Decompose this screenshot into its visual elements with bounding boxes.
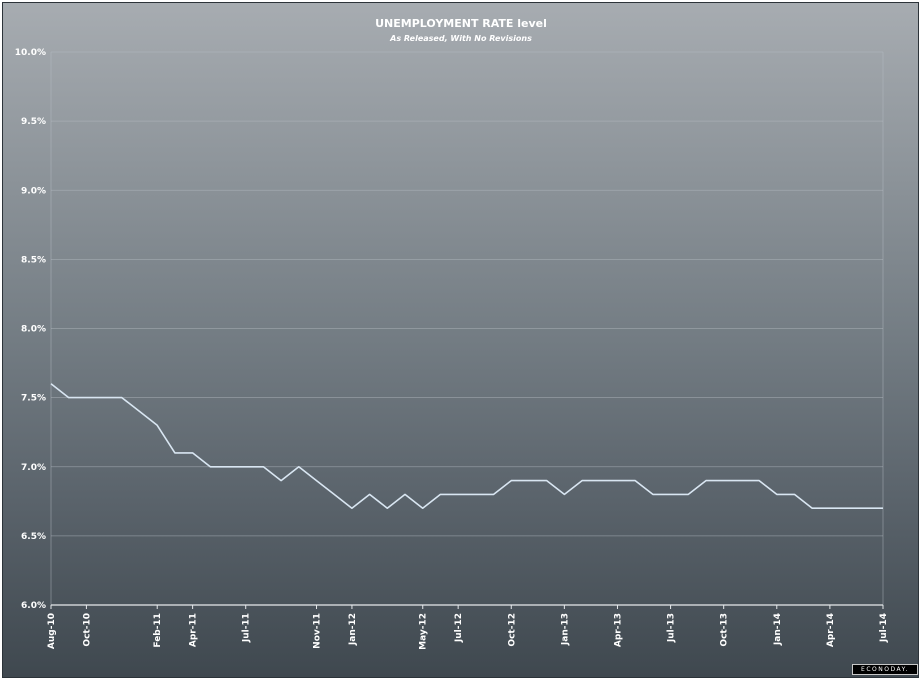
y-tick-label: 6.5% [21,532,46,542]
y-tick-label: 7.0% [21,463,46,473]
x-tick-label: Jul-11 [242,613,252,643]
x-tick-label: Apr-11 [189,613,199,647]
x-tick-label: Feb-11 [153,613,163,648]
series-layer [50,383,883,510]
x-tick-label: Jan-14 [773,613,783,646]
x-tick-label: Jul-12 [454,613,464,643]
y-tick-label: 6.0% [21,601,46,611]
econoday-logo: ECONODAY. [852,664,918,675]
gridlines [50,51,884,606]
x-tick-label: Jul-14 [879,613,889,643]
x-axis-tick-labels: Aug-10 Oct-10 Feb-11 Apr-11 Jul-11 Nov-11 Jan-… [47,605,889,650]
y-tick-label: 9.0% [21,186,46,196]
y-tick-label: 10.0% [15,48,46,58]
y-tick-label: 7.5% [21,394,46,404]
x-tick-label: Oct-13 [720,613,730,647]
y-tick-label: 8.5% [21,255,46,265]
y-tick-label: 8.0% [21,325,46,335]
x-tick-label: Jan-13 [560,613,570,646]
unemployment-rate-line [50,383,883,510]
y-tick-label: 9.5% [21,117,46,127]
x-tick-label: Apr-14 [826,613,836,647]
chart-title: UNEMPLOYMENT RATE level [375,17,547,30]
x-tick-label: Oct-12 [507,613,517,647]
x-tick-label: Aug-10 [47,613,57,649]
x-tick-label: Nov-11 [313,613,323,649]
y-axis-tick-labels: 6.0% 6.5% 7.0% 7.5% 8.0% 8.5% 9.0% 9.5% 10.0% [15,48,46,611]
chart-subtitle: As Released, With No Revisions [389,34,532,43]
x-tick-label: Oct-10 [82,613,92,647]
x-tick-label: May-12 [419,613,429,650]
x-tick-label: Apr-13 [613,613,623,647]
x-tick-label: Jul-13 [667,613,677,643]
x-tick-label: Jan-12 [348,613,358,646]
